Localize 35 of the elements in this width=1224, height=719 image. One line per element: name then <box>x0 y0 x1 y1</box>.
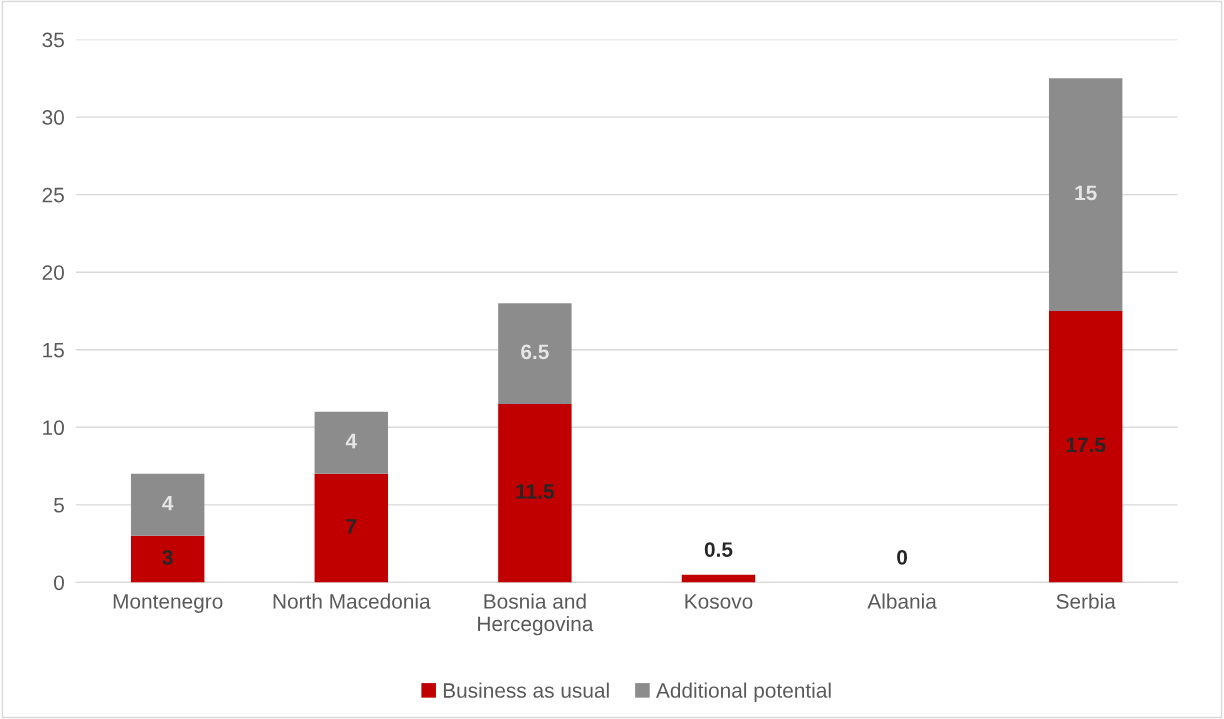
data-label: 11.5 <box>516 484 555 499</box>
x-tick-label: Montenegro <box>113 594 223 613</box>
legend-label: Additional potential <box>656 682 831 702</box>
data-label: 6.5 <box>521 344 549 360</box>
y-tick-label: 20 <box>42 265 64 280</box>
y-tick-label: 10 <box>43 420 64 436</box>
x-tick-label: Kosovo <box>685 594 753 609</box>
data-label: 0.5 <box>704 542 733 557</box>
y-tick-label: 15 <box>43 342 64 358</box>
y-tick-label: 5 <box>54 498 64 513</box>
y-tick-label: 0 <box>54 575 64 591</box>
bar <box>681 574 756 583</box>
data-label: 3 <box>162 549 173 565</box>
x-tick-label: North Macedonia <box>273 593 431 609</box>
legend-label: Business as usual <box>443 682 609 698</box>
y-tick-label: 35 <box>42 32 64 48</box>
bar <box>1048 78 1123 311</box>
data-label: 0 <box>897 549 908 565</box>
x-tick-label: Albania <box>867 593 937 609</box>
bar <box>130 473 205 536</box>
data-label: 17.5 <box>1066 437 1106 453</box>
bar <box>314 473 389 583</box>
bar <box>498 303 572 405</box>
x-tick-label: Serbia <box>1056 593 1116 609</box>
bar <box>130 535 205 583</box>
data-label: 15 <box>1075 185 1097 201</box>
bar <box>1048 310 1123 583</box>
data-label: 4 <box>345 433 357 449</box>
bar <box>314 411 389 474</box>
bar <box>498 404 572 583</box>
data-label: 4 <box>162 495 174 511</box>
y-tick-label: 25 <box>42 187 64 203</box>
x-tick-label: Bosnia and Hercegovina <box>478 593 594 636</box>
y-tick-label: 30 <box>42 110 64 125</box>
data-label: 7 <box>346 519 357 534</box>
